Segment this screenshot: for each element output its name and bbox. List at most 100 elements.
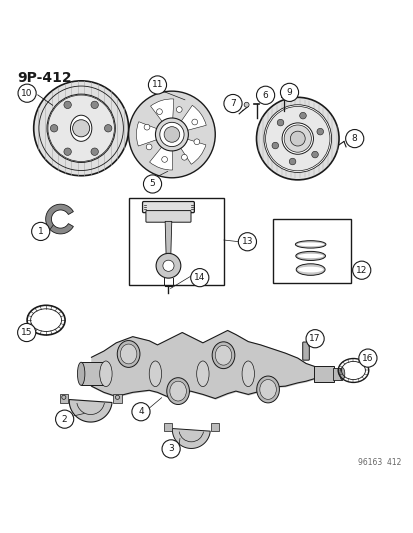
Text: 96163  412: 96163 412 (357, 458, 400, 466)
Circle shape (31, 222, 50, 240)
Text: 9: 9 (286, 88, 292, 97)
Ellipse shape (339, 368, 344, 380)
Circle shape (238, 233, 256, 251)
Bar (332, 368, 342, 380)
Wedge shape (171, 106, 206, 134)
Bar (164, 423, 171, 431)
Circle shape (345, 130, 363, 148)
Circle shape (143, 175, 161, 193)
Bar (59, 393, 68, 402)
Circle shape (161, 440, 180, 458)
Circle shape (47, 94, 115, 163)
Circle shape (358, 349, 376, 367)
Circle shape (265, 107, 329, 171)
Wedge shape (149, 134, 172, 170)
Ellipse shape (294, 241, 325, 248)
Circle shape (132, 402, 150, 421)
Circle shape (144, 124, 150, 130)
Circle shape (223, 94, 242, 112)
Ellipse shape (297, 266, 323, 272)
Bar (313, 366, 333, 382)
Ellipse shape (117, 341, 140, 367)
FancyBboxPatch shape (302, 342, 309, 360)
Ellipse shape (77, 362, 85, 385)
Text: 1: 1 (38, 227, 43, 236)
Text: 16: 16 (361, 353, 373, 362)
Circle shape (156, 253, 180, 278)
Text: 6: 6 (262, 91, 268, 100)
Circle shape (283, 125, 311, 152)
Circle shape (271, 142, 278, 149)
Ellipse shape (242, 361, 254, 386)
Polygon shape (165, 221, 171, 266)
Circle shape (146, 144, 152, 150)
Text: 14: 14 (194, 273, 205, 282)
Ellipse shape (295, 252, 325, 261)
Circle shape (128, 91, 215, 178)
Circle shape (290, 131, 304, 146)
Circle shape (91, 101, 98, 109)
Wedge shape (136, 122, 171, 146)
Circle shape (181, 155, 187, 160)
Bar (81, 362, 104, 385)
Polygon shape (69, 400, 112, 422)
Circle shape (277, 119, 283, 126)
Text: 15: 15 (21, 328, 32, 337)
Text: 10: 10 (21, 88, 33, 98)
Circle shape (48, 95, 114, 161)
Ellipse shape (215, 345, 231, 365)
Circle shape (244, 102, 249, 107)
Ellipse shape (70, 115, 92, 141)
Circle shape (176, 107, 182, 112)
Polygon shape (172, 429, 210, 448)
Text: 13: 13 (241, 237, 253, 246)
Circle shape (159, 123, 184, 147)
Circle shape (64, 101, 71, 109)
Ellipse shape (169, 381, 186, 401)
Ellipse shape (259, 379, 275, 399)
Circle shape (281, 123, 313, 154)
Text: 4: 4 (138, 407, 143, 416)
Circle shape (263, 105, 331, 172)
Text: 12: 12 (355, 266, 366, 274)
Circle shape (162, 260, 173, 271)
FancyBboxPatch shape (142, 201, 194, 213)
Circle shape (164, 127, 179, 142)
Circle shape (18, 324, 36, 342)
Circle shape (280, 83, 298, 101)
Ellipse shape (100, 361, 112, 386)
Text: 5: 5 (149, 180, 155, 189)
Ellipse shape (196, 361, 209, 386)
Circle shape (50, 125, 58, 132)
Circle shape (148, 76, 166, 94)
Circle shape (289, 158, 295, 165)
Circle shape (316, 128, 323, 135)
Circle shape (155, 118, 188, 151)
Wedge shape (171, 134, 205, 164)
Circle shape (256, 86, 274, 104)
Bar (272, 219, 351, 283)
Circle shape (256, 98, 338, 180)
Bar (113, 393, 121, 402)
Circle shape (190, 269, 208, 287)
Circle shape (194, 139, 199, 144)
Polygon shape (45, 204, 73, 234)
Bar (211, 423, 218, 431)
Text: 9P-412: 9P-412 (17, 70, 71, 85)
Text: 7: 7 (230, 99, 235, 108)
Circle shape (156, 109, 162, 115)
Ellipse shape (149, 361, 161, 386)
Circle shape (299, 112, 306, 119)
Circle shape (55, 410, 74, 428)
Circle shape (305, 329, 323, 348)
Ellipse shape (166, 378, 189, 405)
Ellipse shape (295, 264, 324, 276)
Text: 3: 3 (168, 445, 173, 454)
Circle shape (161, 157, 167, 162)
Bar (128, 198, 223, 285)
Ellipse shape (256, 376, 279, 403)
Circle shape (104, 125, 112, 132)
Circle shape (311, 151, 318, 158)
Ellipse shape (297, 243, 323, 246)
Wedge shape (150, 99, 173, 134)
